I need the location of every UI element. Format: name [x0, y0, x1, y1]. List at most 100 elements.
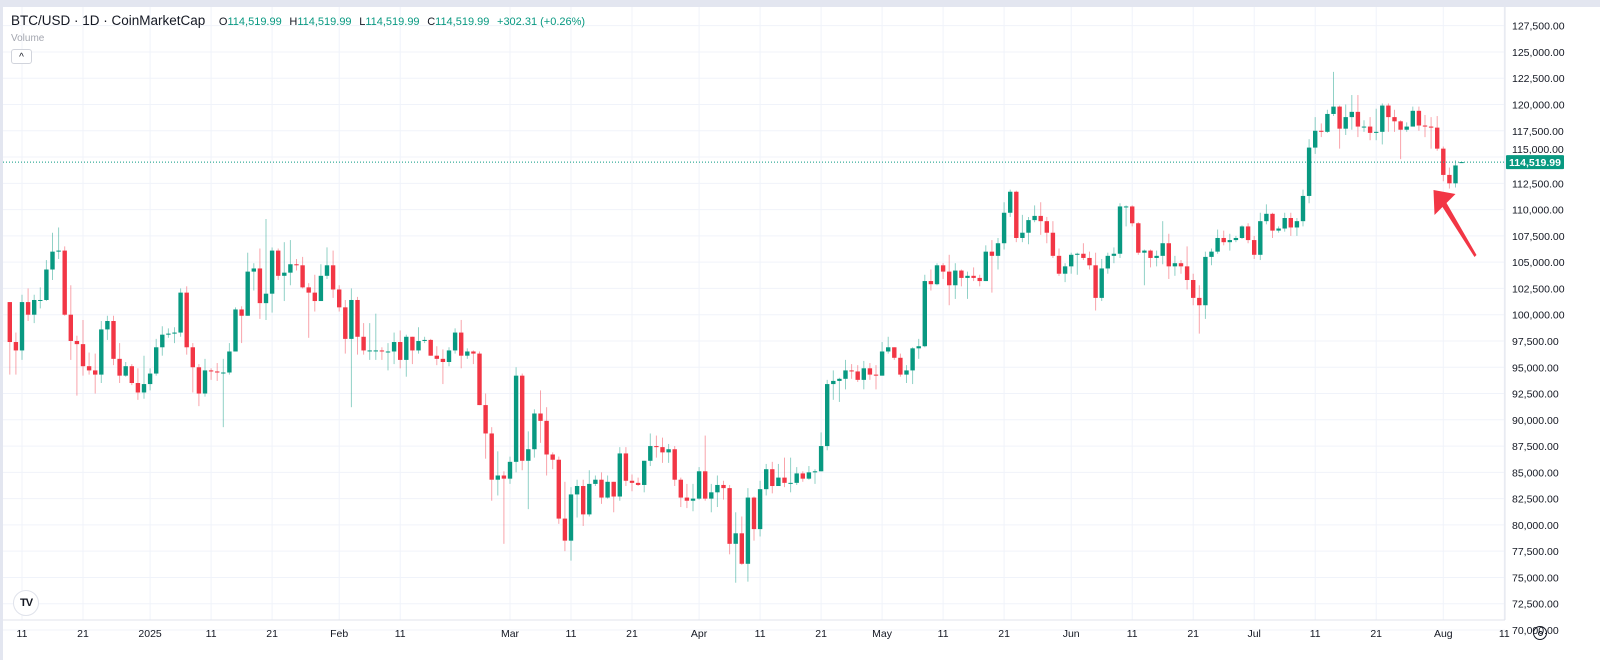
candle-body [1233, 237, 1239, 241]
candle-body [1361, 126, 1367, 128]
candle-body [538, 413, 543, 421]
left-border [0, 7, 3, 660]
candle [1233, 235, 1239, 243]
collapse-indicators-button[interactable]: ^ [11, 49, 32, 64]
candle-body [684, 497, 690, 501]
candle-body [837, 378, 842, 381]
time-tick-label: 21 [266, 628, 278, 640]
candle-body [825, 384, 830, 447]
candle [989, 240, 995, 293]
candle [373, 313, 378, 360]
candle [703, 435, 708, 501]
candle [1148, 249, 1153, 268]
candle-body [1130, 206, 1135, 224]
candle [117, 343, 122, 384]
price-tick-label: 112,500.00 [1512, 178, 1564, 190]
candle-body [410, 336, 415, 351]
time-tick-label: Feb [330, 628, 348, 640]
price-tick-label: 82,500.00 [1512, 494, 1559, 506]
candle [1166, 233, 1171, 279]
candle-body [1032, 215, 1037, 221]
high-value: 114,519.99 [297, 16, 352, 28]
candle [1014, 190, 1019, 243]
candle [86, 352, 92, 375]
candle [300, 256, 305, 289]
candle [62, 246, 67, 316]
candle-body [202, 370, 208, 394]
time-tick-label: 21 [626, 628, 638, 640]
candle-body [812, 471, 818, 473]
annotation-arrow [1433, 190, 1477, 257]
candle-body [373, 350, 378, 352]
candle [446, 347, 452, 367]
candle [1294, 218, 1300, 236]
candle-body [38, 299, 43, 301]
candle-body [446, 350, 452, 362]
candle [526, 431, 531, 510]
candle-body [117, 358, 122, 376]
candle [80, 319, 86, 376]
candle [361, 323, 366, 355]
candle [1087, 251, 1092, 270]
candle-body [928, 281, 934, 285]
candle [1154, 250, 1159, 267]
candle-body [245, 271, 250, 316]
volume-indicator-label[interactable]: Volume [11, 33, 45, 44]
candle [587, 470, 592, 517]
candle [1349, 95, 1354, 130]
candle [294, 258, 299, 271]
candle [282, 242, 287, 302]
candle-body [215, 371, 220, 373]
candle-body [1020, 232, 1025, 238]
candle-body [489, 433, 494, 480]
candle-body [916, 346, 921, 349]
candle [721, 480, 726, 500]
time-tick-label: 11 [755, 628, 766, 640]
candle-body [1398, 121, 1403, 130]
candle [495, 451, 500, 496]
candle-body [74, 340, 80, 345]
price-tick-label: 120,000.00 [1512, 100, 1565, 112]
red-arrow-annotation [1433, 190, 1477, 257]
last-price-marker: 114,519.99 [3, 155, 1564, 170]
candle [1428, 117, 1434, 149]
change-value: +302.31 (+0.26%) [497, 16, 586, 28]
candle [459, 319, 464, 369]
candle-body [355, 299, 360, 337]
candle-body [62, 250, 67, 315]
candle [251, 263, 256, 291]
candle-body [7, 302, 12, 343]
candle [1337, 105, 1342, 149]
candle [629, 474, 635, 492]
candle [1282, 212, 1287, 232]
candle [959, 269, 964, 287]
candle-body [80, 344, 86, 367]
candle [873, 365, 879, 390]
candle-body [757, 489, 763, 530]
candle-body [318, 275, 324, 302]
candle-body [1215, 237, 1220, 252]
candle [794, 467, 799, 485]
price-tick-label: 100,000.00 [1512, 310, 1565, 322]
candle-body [1075, 253, 1080, 255]
candle [434, 346, 439, 366]
candle [751, 496, 757, 541]
gear-icon[interactable] [1533, 626, 1547, 640]
candle [1069, 252, 1074, 274]
candle [690, 483, 696, 512]
candle-body [1081, 253, 1086, 258]
candle-body [1160, 243, 1165, 256]
candle [654, 435, 659, 458]
candle-body [166, 333, 171, 335]
candle [166, 328, 171, 338]
candle [391, 332, 397, 365]
candle-body [1392, 117, 1397, 122]
candle [208, 368, 214, 380]
candle-body [306, 287, 311, 293]
candle [1123, 205, 1129, 227]
candle-body [25, 302, 31, 315]
tradingview-logo[interactable]: TV [13, 590, 39, 616]
price-tick-label: 77,500.00 [1512, 546, 1559, 558]
candle-body [1447, 174, 1452, 184]
